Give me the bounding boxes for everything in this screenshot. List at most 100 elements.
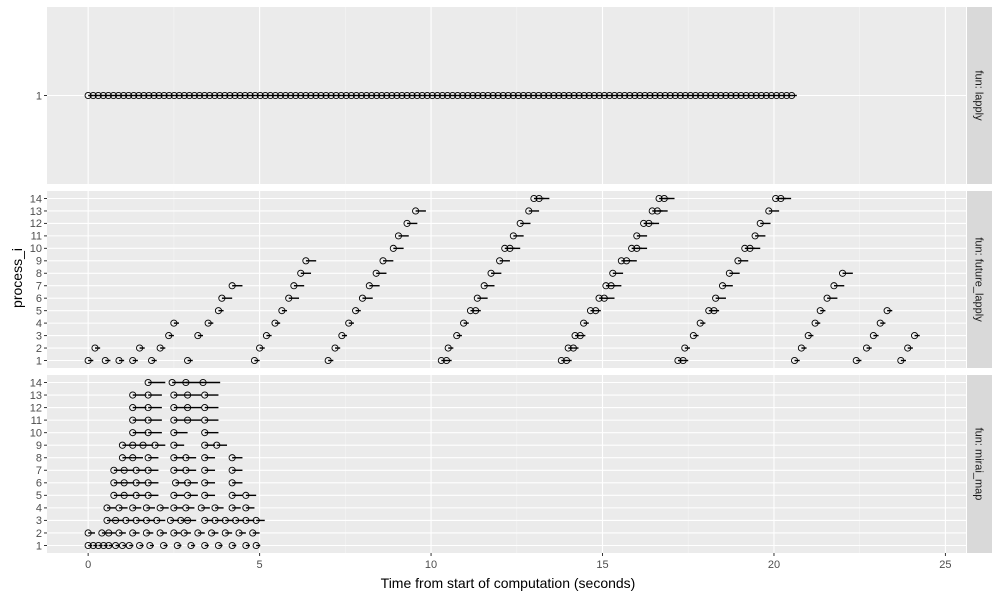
task-point — [783, 91, 791, 100]
task-point — [103, 516, 111, 524]
task-point — [540, 91, 548, 100]
task-point — [144, 378, 152, 387]
task-point — [480, 282, 488, 290]
task-point — [741, 244, 749, 252]
task-point — [519, 91, 527, 100]
task-point — [696, 319, 704, 327]
task-point — [184, 491, 192, 499]
task-point — [525, 207, 533, 215]
task-point — [201, 416, 209, 424]
task-point — [555, 91, 563, 100]
task-point — [182, 378, 190, 387]
y-tick-label: 13 — [30, 390, 42, 402]
task-point — [747, 91, 755, 100]
task-point — [312, 91, 320, 100]
task-point — [633, 244, 641, 252]
task-point — [383, 91, 391, 100]
task-point — [765, 207, 773, 215]
task-point — [671, 91, 679, 100]
task-point — [226, 91, 234, 100]
task-point — [418, 91, 426, 100]
y-tick-label: 6 — [36, 478, 42, 490]
task-point — [112, 541, 120, 550]
task-point — [691, 91, 700, 100]
task-point — [228, 504, 236, 512]
x-tick-label: 15 — [596, 559, 608, 571]
task-point — [262, 332, 271, 340]
task-point — [136, 344, 144, 352]
task-point — [120, 491, 128, 499]
task-point — [187, 541, 195, 550]
task-point — [752, 91, 760, 100]
task-point — [742, 91, 750, 100]
y-tick-label: 14 — [30, 193, 42, 205]
task-point — [767, 91, 775, 100]
task-point — [276, 91, 285, 100]
task-point — [184, 356, 192, 365]
y-tick-label: 5 — [36, 490, 42, 502]
task-point — [389, 244, 397, 252]
task-point — [281, 91, 290, 100]
task-point — [182, 504, 190, 512]
x-axis: 0 5 10 15 20 25 — [85, 553, 952, 571]
task-point — [622, 257, 631, 265]
task-point — [373, 91, 381, 100]
task-point — [442, 356, 451, 365]
task-point — [535, 194, 543, 203]
task-point — [103, 504, 111, 512]
task-point — [249, 529, 257, 537]
y-tick-label: 1 — [36, 355, 42, 367]
task-point — [705, 307, 713, 315]
task-point — [170, 491, 178, 499]
task-point — [636, 91, 644, 100]
task-point — [120, 479, 128, 487]
task-point — [201, 516, 209, 524]
task-point — [576, 332, 584, 340]
task-point — [241, 91, 249, 100]
task-point — [590, 91, 598, 100]
task-point — [689, 332, 697, 340]
y-tick-label: 3 — [36, 515, 42, 527]
task-point — [746, 244, 754, 252]
y-tick-label: 5 — [36, 305, 42, 317]
task-point — [438, 91, 446, 100]
task-point — [112, 516, 120, 524]
task-point — [550, 91, 558, 100]
task-point — [201, 404, 209, 412]
y-tick-label: 10 — [30, 243, 42, 255]
task-point — [170, 91, 178, 100]
task-point — [347, 91, 355, 100]
panel-data — [84, 378, 265, 550]
task-point — [109, 91, 118, 100]
task-point — [160, 541, 168, 550]
task-point — [772, 194, 780, 203]
task-point — [876, 319, 884, 327]
task-point — [129, 429, 137, 437]
task-point — [656, 91, 664, 100]
task-point — [717, 91, 725, 100]
task-point — [641, 91, 649, 100]
task-point — [118, 454, 126, 462]
task-point — [459, 91, 467, 100]
task-point — [408, 91, 416, 100]
y-tick-label: 7 — [36, 281, 42, 293]
task-point — [129, 416, 137, 424]
task-point — [271, 319, 279, 327]
task-point — [565, 91, 573, 100]
task-point — [129, 356, 137, 365]
task-point — [707, 91, 715, 100]
task-point — [204, 319, 212, 327]
y-tick-label: 2 — [36, 528, 42, 540]
task-point — [499, 91, 507, 100]
task-point — [182, 454, 190, 462]
task-point — [734, 257, 742, 265]
task-point — [317, 91, 325, 100]
task-point — [150, 91, 158, 100]
task-point — [184, 416, 192, 424]
task-point — [501, 244, 509, 252]
task-point — [146, 541, 154, 550]
panel-data — [84, 194, 920, 365]
task-point — [788, 91, 796, 100]
task-point — [595, 294, 603, 302]
